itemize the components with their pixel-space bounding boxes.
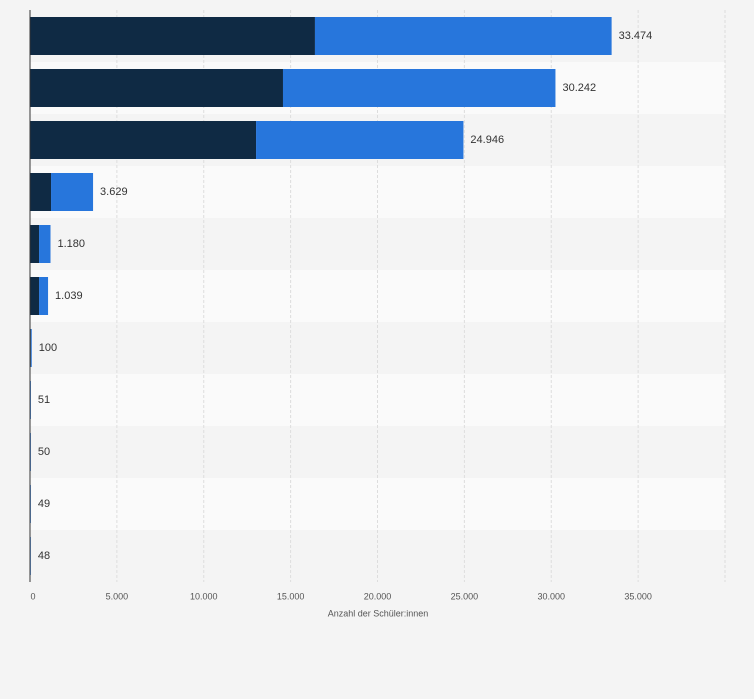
- total-label: 3.629: [100, 186, 128, 198]
- bar-segment: [30, 69, 283, 107]
- bar-segment: [30, 173, 52, 211]
- x-tick-label: 0: [30, 591, 35, 601]
- total-label: 30.242: [562, 82, 596, 94]
- bar-segment: [39, 225, 51, 263]
- x-tick-label: 10.000: [190, 591, 218, 601]
- total-label: 51: [38, 394, 50, 406]
- x-axis-title: Anzahl der Schüler:innen: [328, 608, 429, 618]
- total-label: 1.039: [55, 290, 83, 302]
- bar-segment: [30, 17, 315, 55]
- bar-segment: [39, 277, 49, 315]
- x-tick-label: 25.000: [451, 591, 479, 601]
- total-label: 1.180: [58, 238, 86, 250]
- total-label: 48: [38, 550, 50, 562]
- total-label: 50: [38, 446, 50, 458]
- x-tick-label: 5.000: [106, 591, 129, 601]
- bar-segment: [314, 17, 612, 55]
- x-tick-label: 20.000: [364, 591, 392, 601]
- x-tick-label: 35.000: [624, 591, 652, 601]
- total-label: 100: [39, 342, 57, 354]
- bar-segment: [51, 173, 94, 211]
- x-tick-label: 30.000: [537, 591, 565, 601]
- bar-segment: [256, 121, 464, 159]
- bar-segment: [30, 121, 257, 159]
- bar-segment: [30, 329, 32, 367]
- total-label: 24.946: [470, 134, 504, 146]
- total-label: 33.474: [619, 30, 653, 42]
- bar-segment: [30, 225, 40, 263]
- bar-segment: [30, 277, 40, 315]
- x-tick-label: 15.000: [277, 591, 305, 601]
- bar-segment: [282, 69, 556, 107]
- total-label: 49: [38, 498, 50, 510]
